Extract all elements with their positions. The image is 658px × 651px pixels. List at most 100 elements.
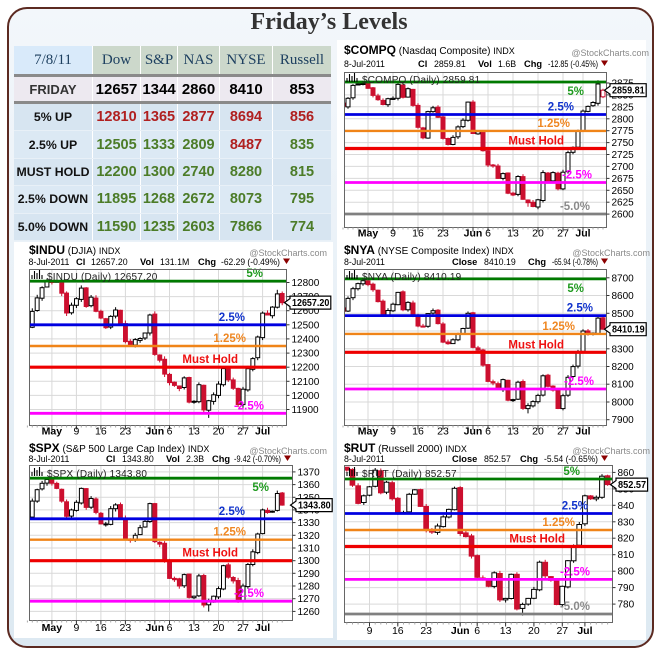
svg-text:8600: 8600 [612, 291, 635, 302]
svg-text:20: 20 [532, 228, 544, 240]
svg-text:8-Jul-2011: 8-Jul-2011 [344, 454, 385, 464]
svg-text:1.25%: 1.25% [213, 333, 246, 345]
svg-text:27: 27 [557, 426, 569, 438]
svg-text:16: 16 [412, 228, 424, 240]
svg-text:5%: 5% [567, 283, 584, 295]
svg-text:Jun: Jun [145, 426, 164, 438]
svg-text:Jun: Jun [145, 622, 164, 634]
svg-text:$INDU (Daily) 12657.20: $INDU (Daily) 12657.20 [47, 272, 158, 283]
svg-text:Jun: Jun [464, 426, 483, 438]
svg-text:Cl: Cl [418, 59, 427, 69]
svg-text:2625: 2625 [612, 198, 635, 209]
svg-text:Jul: Jul [577, 625, 592, 637]
svg-text:12600: 12600 [292, 306, 320, 317]
svg-text:12300: 12300 [292, 349, 320, 360]
svg-text:$SPX (Daily) 1343.80: $SPX (Daily) 1343.80 [47, 469, 147, 480]
svg-text:13: 13 [507, 228, 519, 240]
svg-text:$COMPQ (Nasdaq Composite) INDX: $COMPQ (Nasdaq Composite) INDX [344, 43, 515, 57]
svg-text:12000: 12000 [292, 391, 320, 402]
svg-text:1280: 1280 [298, 582, 321, 593]
svg-text:-5.0%: -5.0% [560, 201, 590, 213]
svg-text:810: 810 [618, 550, 635, 561]
svg-text:27: 27 [237, 426, 249, 438]
svg-text:1.25%: 1.25% [542, 517, 575, 529]
svg-text:852.57: 852.57 [484, 454, 511, 464]
svg-text:8200: 8200 [612, 362, 635, 373]
svg-text:1320: 1320 [298, 531, 321, 542]
svg-text:8100: 8100 [612, 380, 635, 391]
svg-text:13: 13 [507, 426, 519, 438]
svg-text:2650: 2650 [612, 186, 635, 197]
svg-text:8700: 8700 [612, 273, 635, 284]
svg-text:-5.0%: -5.0% [560, 601, 590, 613]
svg-text:5%: 5% [567, 86, 584, 98]
svg-text:Chg: Chg [524, 59, 542, 69]
svg-text:1.25%: 1.25% [542, 321, 575, 333]
svg-text:840: 840 [618, 501, 635, 512]
svg-text:May: May [358, 228, 379, 240]
svg-text:$NYA (NYSE Composite Index) IN: $NYA (NYSE Composite Index) INDX [344, 243, 514, 257]
svg-text:6: 6 [167, 622, 173, 634]
svg-text:@StockCharts.com: @StockCharts.com [249, 248, 327, 258]
svg-text:Jul: Jul [575, 426, 590, 438]
svg-text:13: 13 [500, 625, 512, 637]
svg-text:1.25%: 1.25% [213, 527, 246, 539]
svg-text:Jul: Jul [255, 622, 270, 634]
svg-text:$NYA (Daily) 8410.19: $NYA (Daily) 8410.19 [362, 272, 462, 283]
svg-text:23: 23 [420, 625, 432, 637]
svg-text:1.25%: 1.25% [537, 118, 570, 130]
svg-text:1343.80: 1343.80 [122, 454, 154, 464]
svg-text:Jun: Jun [464, 228, 483, 240]
svg-text:1310: 1310 [298, 544, 321, 555]
svg-text:16: 16 [412, 426, 424, 438]
svg-text:$RUT (Daily) 852.57: $RUT (Daily) 852.57 [362, 469, 457, 480]
svg-text:Must Hold: Must Hold [182, 548, 238, 560]
svg-text:Must Hold: Must Hold [508, 136, 564, 148]
svg-text:13: 13 [188, 426, 200, 438]
svg-text:-2.5%: -2.5% [234, 588, 264, 600]
svg-text:Close: Close [452, 454, 477, 464]
svg-text:2825: 2825 [612, 102, 635, 113]
svg-text:Chg: Chg [198, 257, 216, 267]
svg-text:-2.5%: -2.5% [234, 400, 264, 412]
svg-text:2.3B: 2.3B [186, 454, 204, 464]
svg-text:6: 6 [485, 228, 491, 240]
svg-text:@StockCharts.com: @StockCharts.com [571, 48, 649, 58]
svg-text:13: 13 [188, 622, 200, 634]
svg-text:-12.85 (-0.45%): -12.85 (-0.45%) [548, 59, 598, 69]
svg-text:131.1M: 131.1M [160, 257, 189, 267]
svg-text:16: 16 [95, 426, 107, 438]
svg-text:1270: 1270 [298, 594, 321, 605]
svg-text:12800: 12800 [292, 278, 320, 289]
svg-text:-62.29 (-0.49%): -62.29 (-0.49%) [221, 257, 280, 267]
svg-text:8410.19: 8410.19 [484, 257, 516, 267]
svg-text:860: 860 [618, 468, 635, 479]
svg-text:1370: 1370 [298, 467, 321, 478]
svg-text:8-Jul-2011: 8-Jul-2011 [344, 59, 385, 69]
svg-text:20: 20 [213, 426, 225, 438]
svg-text:-2.5%: -2.5% [564, 376, 594, 388]
svg-text:16: 16 [392, 625, 404, 637]
svg-text:20: 20 [528, 625, 540, 637]
svg-text:12200: 12200 [292, 363, 320, 374]
svg-text:6: 6 [474, 625, 480, 637]
svg-text:May: May [358, 426, 379, 438]
svg-text:8-Jul-2011: 8-Jul-2011 [344, 257, 385, 267]
svg-text:-2.5%: -2.5% [562, 170, 592, 182]
svg-text:2800: 2800 [612, 114, 635, 125]
svg-text:12657.20: 12657.20 [91, 257, 128, 267]
svg-text:May: May [42, 622, 63, 634]
svg-text:20: 20 [532, 426, 544, 438]
svg-text:8-Jul-2011: 8-Jul-2011 [29, 454, 70, 464]
svg-text:$SPX (S&P 500 Large Cap Index): $SPX (S&P 500 Large Cap Index) INDX [29, 441, 209, 455]
svg-text:9: 9 [390, 426, 396, 438]
svg-text:Close: Close [452, 257, 477, 267]
svg-text:$COMPQ (Daily) 2859.81: $COMPQ (Daily) 2859.81 [362, 75, 481, 86]
svg-text:Must Hold: Must Hold [508, 339, 564, 351]
svg-text:12400: 12400 [292, 334, 320, 345]
svg-text:6: 6 [167, 426, 173, 438]
svg-text:Chg: Chg [212, 454, 230, 464]
svg-text:20: 20 [213, 622, 225, 634]
svg-text:Cl: Cl [76, 257, 85, 267]
svg-text:2775: 2775 [612, 126, 635, 137]
